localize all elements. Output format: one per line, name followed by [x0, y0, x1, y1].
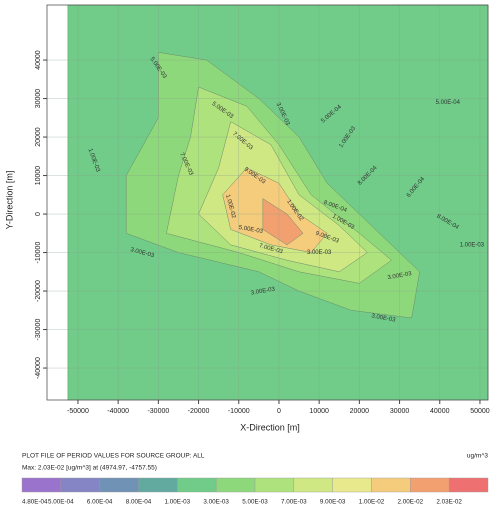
colorbar-label: 1.00E-03 [165, 499, 191, 506]
contour-region [262, 198, 304, 246]
x-tick-label: -50000 [67, 408, 89, 415]
colorbar-swatch [448, 477, 489, 493]
colorbar-label: 9.00E-03 [320, 499, 346, 506]
contour-label: 1.00E-03 [460, 242, 485, 248]
colorbar-label: 5.00E-03 [242, 499, 268, 506]
x-tick-label: 40000 [430, 408, 450, 415]
colorbar-label: 8.00E-04 [126, 499, 152, 506]
colorbar-swatch [410, 477, 450, 493]
colorbar-label: 2.03E-02 [436, 499, 462, 506]
colorbar-swatch [60, 477, 100, 493]
contour-label: 5.00E-03 [238, 225, 264, 235]
footer-title: PLOT FILE OF PERIOD VALUES FOR SOURCE GR… [22, 453, 205, 460]
y-tick-label: 0 [35, 212, 42, 216]
x-tick-label: -10000 [228, 408, 250, 415]
x-tick-label: 50000 [470, 408, 490, 415]
colorbar-label: 1.00E-02 [359, 499, 385, 506]
x-tick-label: 10000 [309, 408, 329, 415]
contour-label: 3.00E-03 [371, 313, 397, 323]
y-tick-label: -40000 [35, 357, 42, 379]
x-tick-label: 20000 [350, 408, 370, 415]
x-tick-label: -20000 [188, 408, 210, 415]
max-note: Max: 2.03E-02 [ug/m^3] at (4974.97, -475… [22, 465, 157, 472]
colorbar-swatch [254, 477, 295, 493]
y-tick-label: 20000 [35, 127, 42, 147]
x-tick-label: -40000 [107, 408, 129, 415]
plot-frame [46, 4, 489, 401]
colorbar-label: 2.00E-02 [398, 499, 424, 506]
y-tick-label: 10000 [35, 166, 42, 186]
colorbar-label: 3.00E-03 [203, 499, 229, 506]
x-axis-label: X-Direction [m] [240, 422, 300, 432]
colorbar-swatch [332, 477, 372, 493]
y-tick-label: -10000 [35, 242, 42, 264]
contour-label: 3.00E-03 [307, 250, 332, 256]
colorbar-swatch [21, 477, 62, 493]
x-tick-label: 30000 [390, 408, 410, 415]
x-tick-label: 0 [277, 408, 281, 415]
colorbar-swatch [293, 477, 333, 493]
colorbar-label: 5.00E-04 [48, 499, 74, 506]
y-tick-label: -30000 [35, 319, 42, 341]
colorbar-swatch [138, 477, 178, 493]
colorbar-swatch [99, 477, 139, 493]
y-tick-label: -20000 [35, 280, 42, 302]
colorbar-swatch [215, 477, 256, 493]
contour-label: 3.00E-03 [387, 271, 413, 281]
colorbar-label: 4.80E-04 [22, 499, 48, 506]
y-tick-label: 30000 [35, 89, 42, 109]
units: ug/m^3 [467, 453, 489, 460]
contour-label: 3.00E-03 [250, 286, 276, 296]
colorbar-swatch [177, 477, 217, 493]
x-tick-label: -30000 [147, 408, 169, 415]
colorbar-label: 7.00E-03 [281, 499, 307, 506]
contour-label: 5.00E-04 [436, 100, 461, 106]
colorbar-label: 6.00E-04 [87, 499, 113, 506]
y-axis-label: Y-Direction [m] [4, 171, 14, 230]
y-tick-label: 40000 [35, 50, 42, 70]
colorbar-swatch [371, 477, 411, 493]
